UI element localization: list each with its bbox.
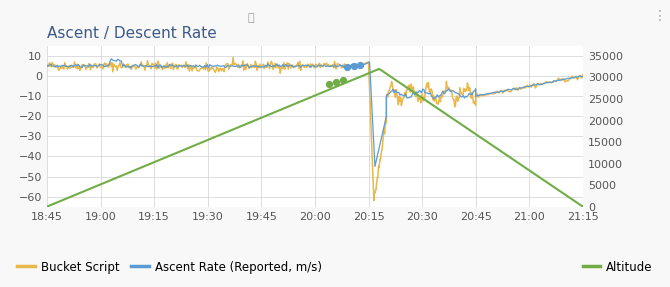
Point: [324, 82, 334, 86]
Text: Ascent / Descent Rate: Ascent / Descent Rate: [47, 26, 216, 40]
Text: ⓘ: ⓘ: [248, 13, 255, 23]
Point: [354, 63, 365, 67]
Point: [338, 78, 349, 82]
Text: ⋮: ⋮: [653, 9, 667, 23]
Point: [331, 80, 342, 84]
Point: [342, 65, 352, 69]
Legend: Altitude: Altitude: [578, 256, 657, 278]
Point: [349, 63, 360, 68]
Legend: Bucket Script, Ascent Rate (Reported, m/s): Bucket Script, Ascent Rate (Reported, m/…: [13, 256, 327, 278]
